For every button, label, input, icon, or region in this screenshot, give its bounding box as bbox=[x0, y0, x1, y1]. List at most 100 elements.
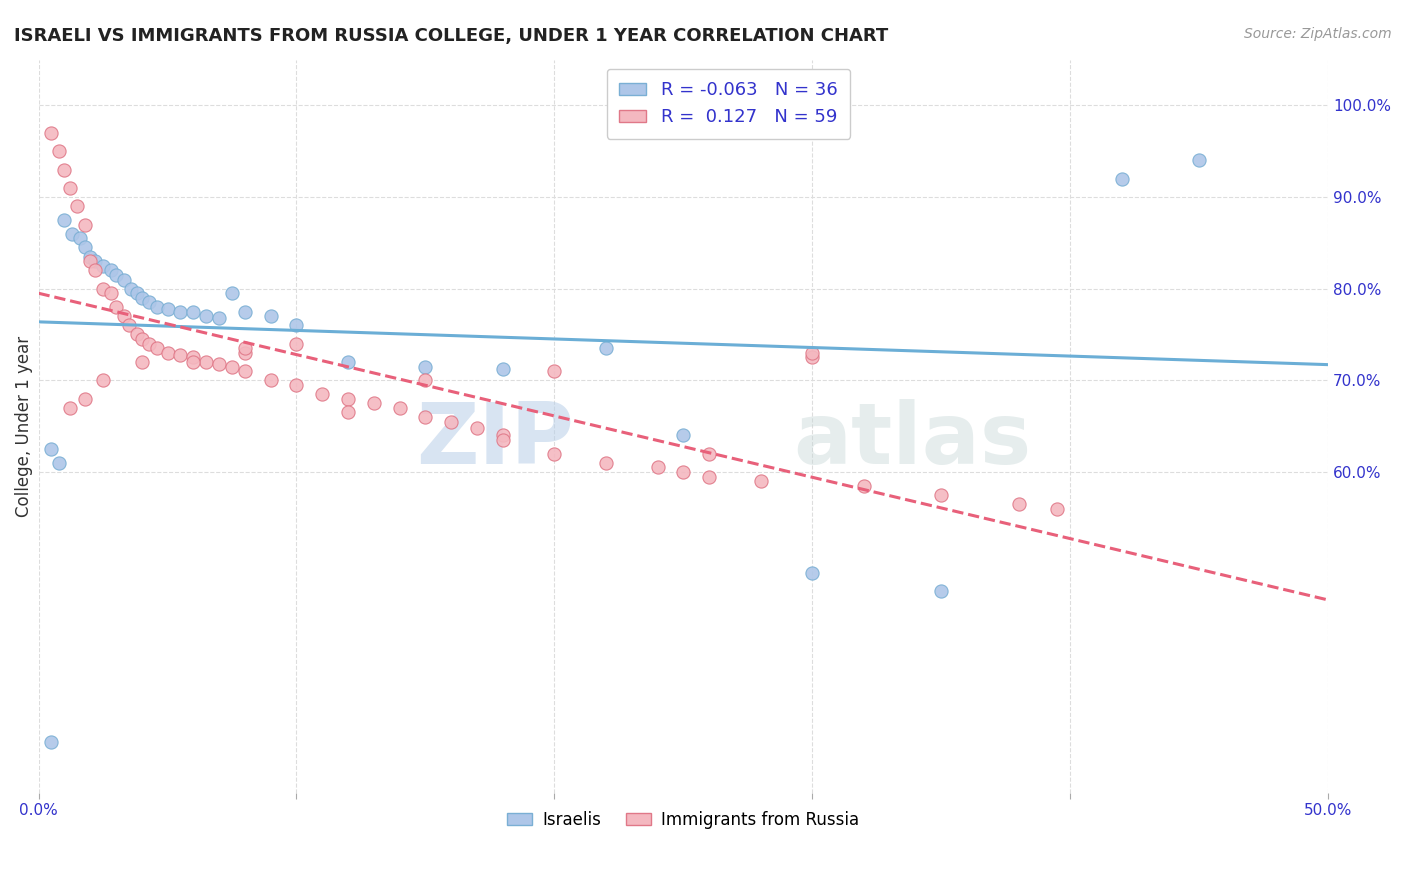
Point bbox=[73, 240, 96, 254]
Point bbox=[112, 309, 135, 323]
Point bbox=[285, 336, 308, 351]
Point bbox=[337, 405, 360, 419]
Point bbox=[91, 282, 114, 296]
Point bbox=[73, 218, 96, 232]
Point bbox=[337, 355, 360, 369]
Point bbox=[208, 357, 231, 371]
Point bbox=[41, 442, 63, 456]
Point bbox=[169, 304, 191, 318]
Point bbox=[221, 359, 243, 374]
Point bbox=[233, 304, 256, 318]
Point bbox=[146, 341, 169, 355]
Point bbox=[208, 311, 231, 326]
Point bbox=[697, 469, 720, 483]
Point bbox=[131, 355, 153, 369]
Point bbox=[672, 428, 695, 442]
Point bbox=[73, 392, 96, 406]
Point bbox=[647, 460, 669, 475]
Point bbox=[415, 359, 437, 374]
Point bbox=[138, 336, 160, 351]
Point bbox=[465, 421, 488, 435]
Point bbox=[492, 362, 515, 376]
Point bbox=[125, 327, 148, 342]
Point bbox=[156, 346, 179, 360]
Point bbox=[195, 355, 218, 369]
Point bbox=[131, 291, 153, 305]
Point bbox=[801, 351, 824, 365]
Point bbox=[60, 227, 83, 241]
Text: atlas: atlas bbox=[793, 400, 1031, 483]
Point bbox=[749, 474, 772, 488]
Point bbox=[492, 433, 515, 447]
Point bbox=[48, 145, 70, 159]
Point bbox=[929, 488, 952, 502]
Point bbox=[260, 309, 283, 323]
Point bbox=[543, 364, 565, 378]
Point bbox=[138, 295, 160, 310]
Legend: Israelis, Immigrants from Russia: Israelis, Immigrants from Russia bbox=[501, 805, 866, 836]
Point bbox=[697, 447, 720, 461]
Point bbox=[53, 213, 76, 227]
Point bbox=[1111, 171, 1133, 186]
Point bbox=[595, 341, 617, 355]
Point bbox=[195, 309, 218, 323]
Point bbox=[260, 373, 283, 387]
Point bbox=[181, 304, 204, 318]
Point bbox=[104, 300, 127, 314]
Point bbox=[156, 301, 179, 316]
Point bbox=[181, 351, 204, 365]
Point bbox=[672, 465, 695, 479]
Point bbox=[1007, 497, 1029, 511]
Point bbox=[363, 396, 385, 410]
Point bbox=[112, 272, 135, 286]
Point bbox=[440, 415, 463, 429]
Point bbox=[146, 300, 169, 314]
Point bbox=[595, 456, 617, 470]
Text: Source: ZipAtlas.com: Source: ZipAtlas.com bbox=[1244, 27, 1392, 41]
Point bbox=[131, 332, 153, 346]
Point bbox=[58, 181, 80, 195]
Point bbox=[69, 231, 91, 245]
Y-axis label: College, Under 1 year: College, Under 1 year bbox=[15, 335, 32, 516]
Point bbox=[120, 282, 142, 296]
Point bbox=[1188, 153, 1211, 168]
Text: ZIP: ZIP bbox=[416, 400, 574, 483]
Point bbox=[852, 478, 875, 492]
Point bbox=[41, 735, 63, 749]
Point bbox=[118, 318, 141, 333]
Point bbox=[125, 286, 148, 301]
Point bbox=[233, 364, 256, 378]
Point bbox=[1046, 501, 1069, 516]
Point bbox=[53, 162, 76, 177]
Point bbox=[104, 268, 127, 282]
Text: ISRAELI VS IMMIGRANTS FROM RUSSIA COLLEGE, UNDER 1 YEAR CORRELATION CHART: ISRAELI VS IMMIGRANTS FROM RUSSIA COLLEG… bbox=[14, 27, 889, 45]
Point bbox=[543, 447, 565, 461]
Point bbox=[801, 346, 824, 360]
Point bbox=[84, 263, 107, 277]
Point bbox=[181, 355, 204, 369]
Point bbox=[233, 341, 256, 355]
Point bbox=[801, 566, 824, 580]
Point bbox=[100, 263, 122, 277]
Point bbox=[388, 401, 411, 415]
Point bbox=[221, 286, 243, 301]
Point bbox=[91, 373, 114, 387]
Point bbox=[929, 584, 952, 599]
Point bbox=[58, 401, 80, 415]
Point bbox=[233, 346, 256, 360]
Point bbox=[337, 392, 360, 406]
Point bbox=[48, 456, 70, 470]
Point bbox=[415, 409, 437, 424]
Point bbox=[41, 126, 63, 140]
Point bbox=[84, 254, 107, 268]
Point bbox=[311, 387, 333, 401]
Point bbox=[415, 373, 437, 387]
Point bbox=[79, 250, 101, 264]
Point bbox=[66, 199, 89, 213]
Point bbox=[91, 259, 114, 273]
Point bbox=[285, 377, 308, 392]
Point bbox=[285, 318, 308, 333]
Point bbox=[79, 254, 101, 268]
Point bbox=[169, 348, 191, 362]
Point bbox=[100, 286, 122, 301]
